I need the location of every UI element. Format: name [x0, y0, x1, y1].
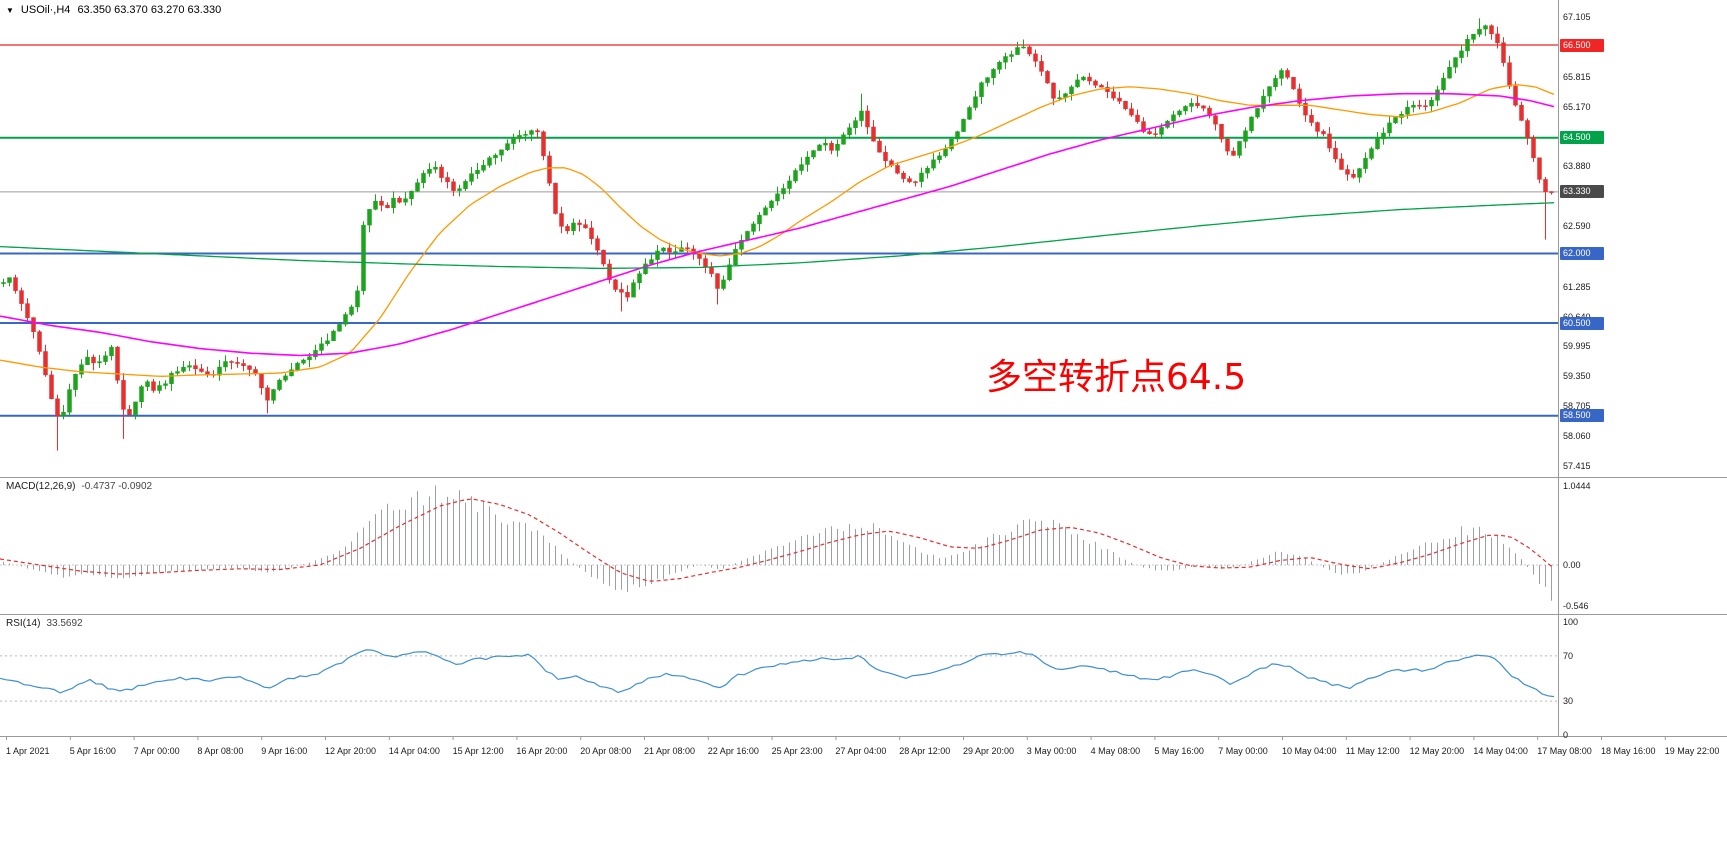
ma-slow-green	[0, 202, 1555, 270]
ma-fast-orange	[0, 84, 1555, 377]
macd-signal-line	[0, 498, 1553, 582]
ma-mid-magenta	[0, 92, 1555, 357]
rsi-line	[0, 649, 1555, 698]
